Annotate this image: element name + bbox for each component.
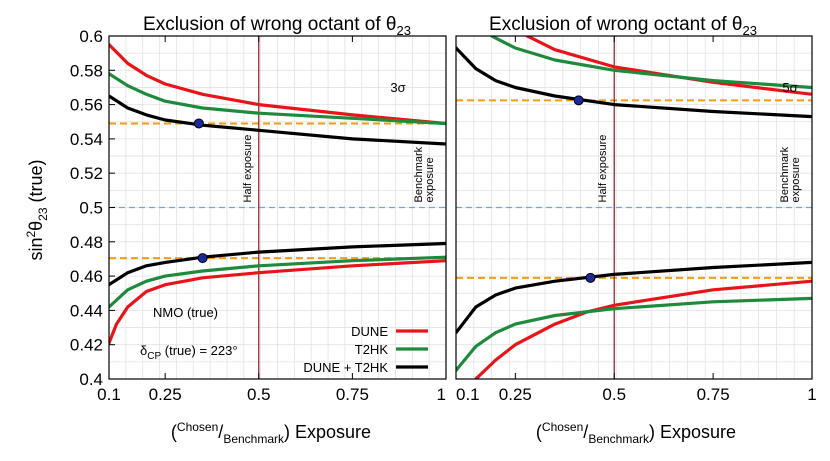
series-line-t2hk [109,255,446,309]
benchmark-exposure-label: Benchmark [413,146,425,202]
series-line-dune [474,279,812,379]
left-nmo-annotation: NMO (true) [153,305,218,320]
threshold-marker [585,272,596,283]
x-tick-label: 0.1 [456,385,480,404]
series-line-dune [109,259,446,345]
benchmark-exposure-label: Benchmark [779,146,791,202]
series-line-dune [525,36,812,96]
x-tick-label: 1 [437,385,446,404]
threshold-marker [193,118,204,129]
y-tick-label: 0.56 [70,96,103,115]
left-significance-label: 3σ [390,80,405,95]
left-x-axis-title: (Chosen/Benchmark) Exposure [171,420,371,446]
series-line-dune [109,43,446,126]
x-tick-label: 0.1 [97,385,121,404]
y-tick-label: 0.48 [70,233,103,252]
right-x-axis-title: (Chosen/Benchmark) Exposure [536,420,736,446]
left-legend: DUNE T2HK DUNE + T2HK [303,324,428,375]
threshold-marker [197,253,208,264]
y-axis-title: sin2θ23 (true) [24,159,50,260]
half-exposure-label: Half exposure [597,135,609,203]
y-tick-label: 0.58 [70,61,103,80]
y-tick-label: 0.52 [70,164,103,183]
y-tick-label: 0.44 [70,301,103,320]
legend-label: DUNE + T2HK [303,360,388,375]
x-tick-label: 0.75 [336,385,369,404]
benchmark-exposure-label: exposure [790,157,802,202]
x-tick-label: 1 [807,385,816,404]
y-tick-label: 0.46 [70,267,103,286]
series-line-t2hk [490,36,812,90]
benchmark-exposure-label: exposure [424,157,436,202]
y-tick-label: 0.4 [79,370,103,389]
series-line-dune-t2hk [456,46,812,119]
y-tick-label: 0.6 [79,27,103,46]
x-tick-label: 0.5 [602,385,626,404]
series-line-dune-t2hk [109,94,446,146]
left-chart-title: Exclusion of wrong octant of θ23 [143,14,411,38]
y-tick-label: 0.5 [79,199,103,218]
legend-label: T2HK [355,342,389,357]
x-tick-label: 0.5 [247,385,271,404]
x-tick-label: 0.25 [499,385,532,404]
plot-frame [455,35,813,380]
left-panel-3sigma: Half exposure Benchmark exposure 0.1 0.25 0.5… [70,14,447,404]
series-line-dune-t2hk [109,241,446,287]
y-tick-label: 0.54 [70,130,103,149]
series-line-t2hk [456,296,812,372]
threshold-marker [573,95,584,106]
left-delta-cp-annotation: δCP (true) = 223° [140,343,238,362]
series-line-dune-t2hk [456,260,812,335]
y-tick-label: 0.42 [70,336,103,355]
right-significance-label: 5σ [782,80,797,95]
x-tick-label: 0.75 [697,385,730,404]
series-line-t2hk [109,72,446,126]
half-exposure-label: Half exposure [242,135,254,203]
right-panel-5sigma: Half exposure Benchmark exposure 0.1 0.25 0.5… [455,14,817,404]
right-chart-title: Exclusion of wrong octant of θ23 [489,14,757,38]
x-tick-label: 0.25 [149,385,182,404]
legend-label: DUNE [351,324,388,339]
